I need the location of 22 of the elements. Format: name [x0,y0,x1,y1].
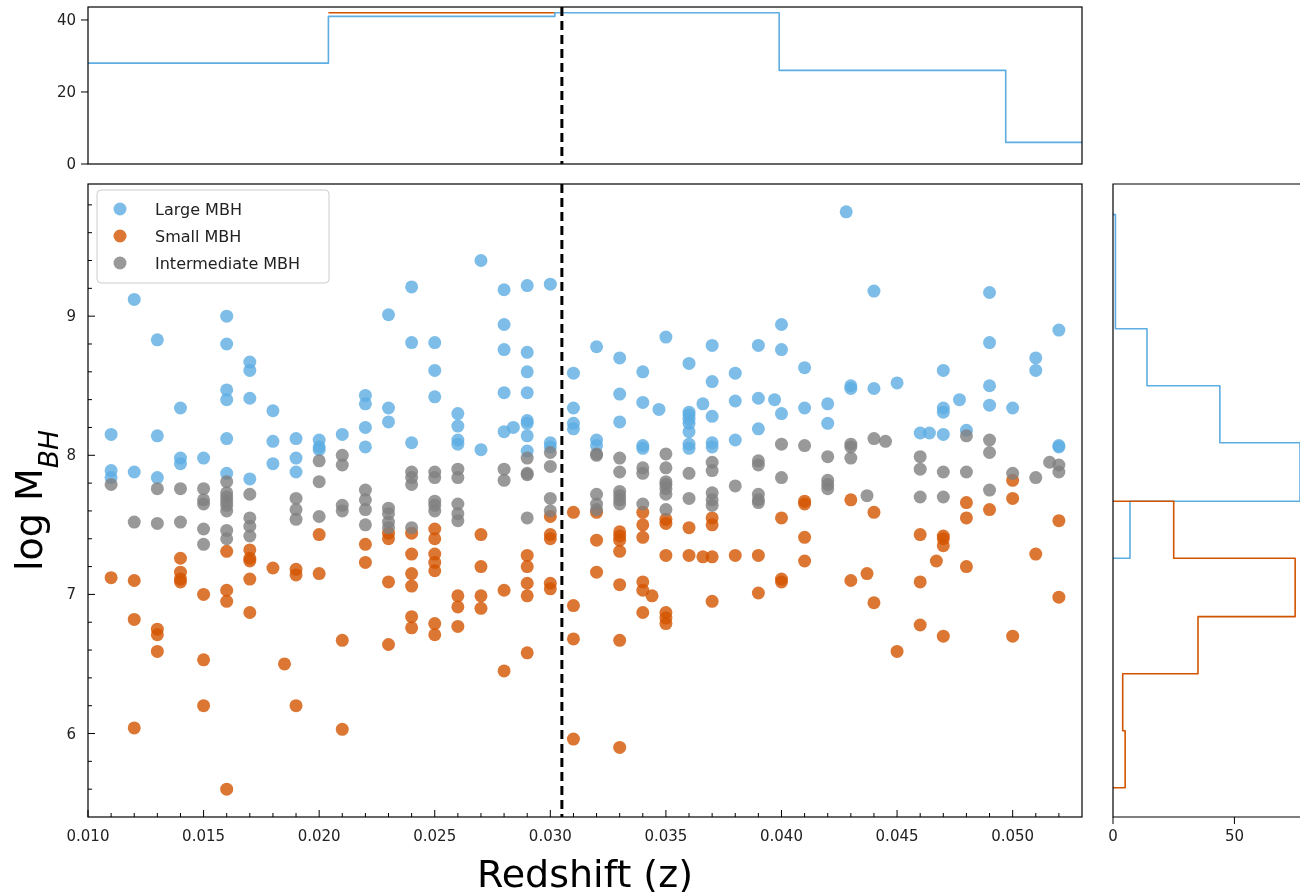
legend-label: Intermediate MBH [155,254,301,273]
x-tick-label: 0.050 [991,827,1035,845]
x-tick-label: 0.015 [182,827,226,845]
y-tick-label: 20 [56,82,76,101]
x-tick-label: 0.035 [644,827,688,845]
x-tick-label: 0.040 [760,827,803,845]
y-tick-label: 8 [66,446,76,465]
y-tick-label: 7 [66,585,76,604]
x-tick-label: 0.020 [297,827,341,845]
x-axis-title: Redshift (z) [477,852,693,892]
y-tick-label: 9 [66,307,76,326]
y-tick-label: 0 [66,155,76,173]
y-tick-label: 6 [66,724,76,743]
x-tick-label: 0.045 [875,827,919,845]
x-tick-label: 0 [1108,827,1118,845]
legend-label: Large MBH [155,200,242,219]
x-tick-label: 0.010 [66,827,110,845]
x-tick-label: 0.025 [413,827,457,845]
x-tick-label: 50 [1224,827,1244,845]
y-tick-label: 40 [56,10,76,29]
legend-label: Small MBH [155,227,242,246]
x-tick-label: 0.030 [528,827,572,845]
